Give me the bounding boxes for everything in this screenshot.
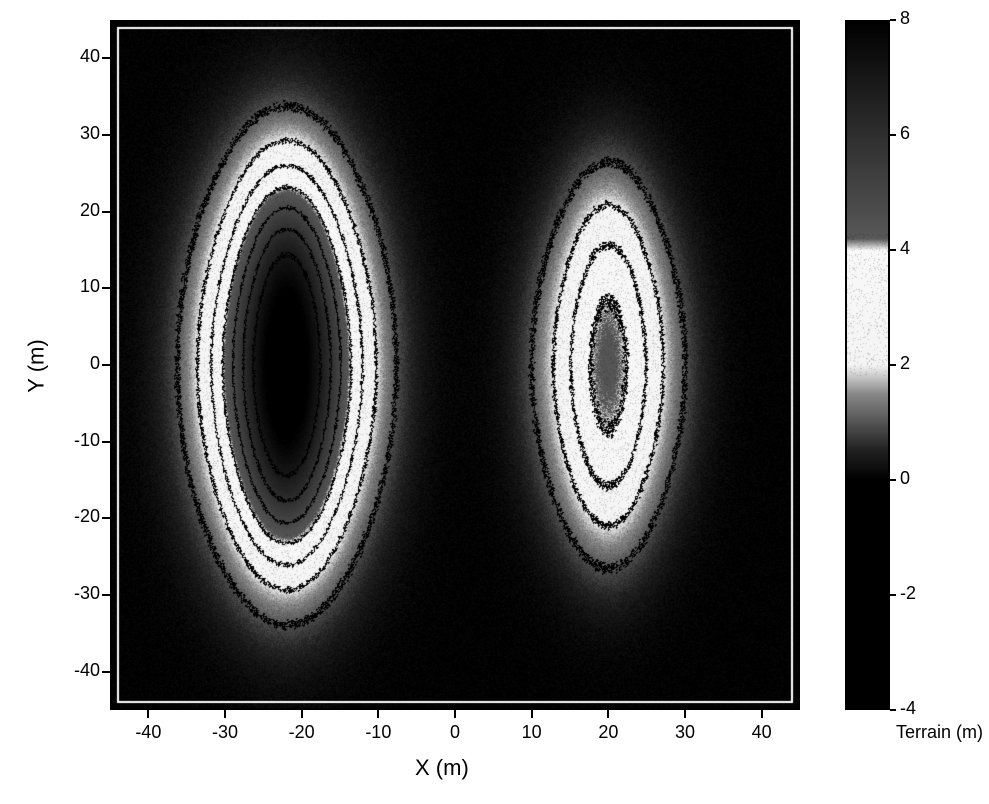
x-tick-mark (147, 710, 149, 718)
x-tick-label: 20 (588, 722, 628, 743)
colorbar-tick-mark (890, 709, 896, 711)
y-tick-mark (102, 671, 110, 673)
colorbar-tick-mark (890, 249, 896, 251)
colorbar-tick-label: 2 (900, 353, 910, 374)
y-tick-mark (102, 134, 110, 136)
y-tick-mark (102, 594, 110, 596)
y-tick-label: -10 (50, 430, 100, 451)
y-tick-label: -30 (50, 583, 100, 604)
colorbar-tick-label: 0 (900, 468, 910, 489)
terrain-heatmap (110, 20, 800, 710)
terrain-heatmap-canvas (110, 20, 800, 710)
x-tick-mark (224, 710, 226, 718)
y-tick-label: 10 (50, 276, 100, 297)
colorbar-tick-label: 4 (900, 238, 910, 259)
x-tick-mark (761, 710, 763, 718)
x-axis-label: X (m) (415, 755, 469, 781)
x-tick-label: -10 (358, 722, 398, 743)
y-tick-mark (102, 441, 110, 443)
x-tick-mark (531, 710, 533, 718)
colorbar-tick-mark (890, 364, 896, 366)
x-tick-label: -20 (282, 722, 322, 743)
colorbar-tick-mark (890, 594, 896, 596)
y-axis-label: Y (m) (24, 339, 50, 392)
x-tick-mark (454, 710, 456, 718)
colorbar-tick-mark (890, 19, 896, 21)
colorbar-tick-label: -4 (900, 698, 916, 719)
colorbar-tick-mark (890, 479, 896, 481)
y-tick-label: 0 (50, 353, 100, 374)
y-tick-label: -20 (50, 506, 100, 527)
colorbar-tick-label: -2 (900, 583, 916, 604)
x-tick-label: -40 (128, 722, 168, 743)
x-tick-label: 10 (512, 722, 552, 743)
x-tick-label: 30 (665, 722, 705, 743)
colorbar-tick-label: 8 (900, 8, 910, 29)
x-tick-mark (301, 710, 303, 718)
colorbar-canvas (845, 20, 890, 710)
y-tick-mark (102, 211, 110, 213)
y-tick-label: 20 (50, 200, 100, 221)
y-tick-mark (102, 57, 110, 59)
colorbar-label: Terrain (m) (896, 722, 983, 743)
colorbar (845, 20, 890, 710)
x-tick-mark (377, 710, 379, 718)
colorbar-tick-label: 6 (900, 123, 910, 144)
x-tick-label: 0 (435, 722, 475, 743)
y-tick-label: 30 (50, 123, 100, 144)
y-tick-mark (102, 517, 110, 519)
x-tick-label: -30 (205, 722, 245, 743)
colorbar-tick-mark (890, 134, 896, 136)
y-tick-mark (102, 287, 110, 289)
x-tick-label: 40 (742, 722, 782, 743)
y-tick-mark (102, 364, 110, 366)
y-tick-label: 40 (50, 46, 100, 67)
x-tick-mark (684, 710, 686, 718)
x-tick-mark (607, 710, 609, 718)
y-tick-label: -40 (50, 660, 100, 681)
